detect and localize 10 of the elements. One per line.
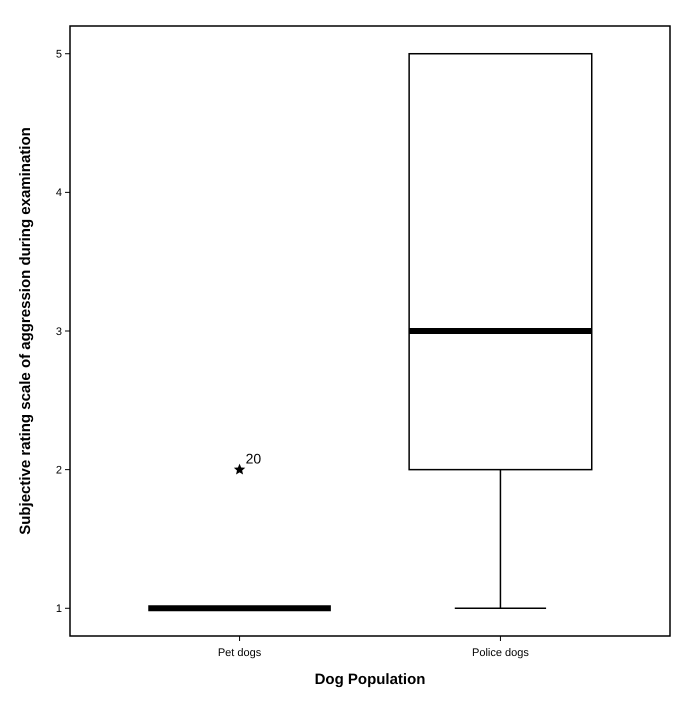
y-tick-label: 2 [56,464,62,476]
y-tick-label: 5 [56,48,62,61]
x-axis-title: Dog Population [314,671,426,688]
y-tick-label: 3 [56,326,62,338]
y-tick-label: 1 [56,603,62,616]
x-tick-label: Pet dogs [218,647,262,659]
y-axis-title: Subjective rating scale of aggression during examination [17,127,34,535]
x-tick-label: Police dogs [472,647,530,659]
annotation: 20 [246,450,262,467]
y-tick-label: 4 [56,187,62,200]
